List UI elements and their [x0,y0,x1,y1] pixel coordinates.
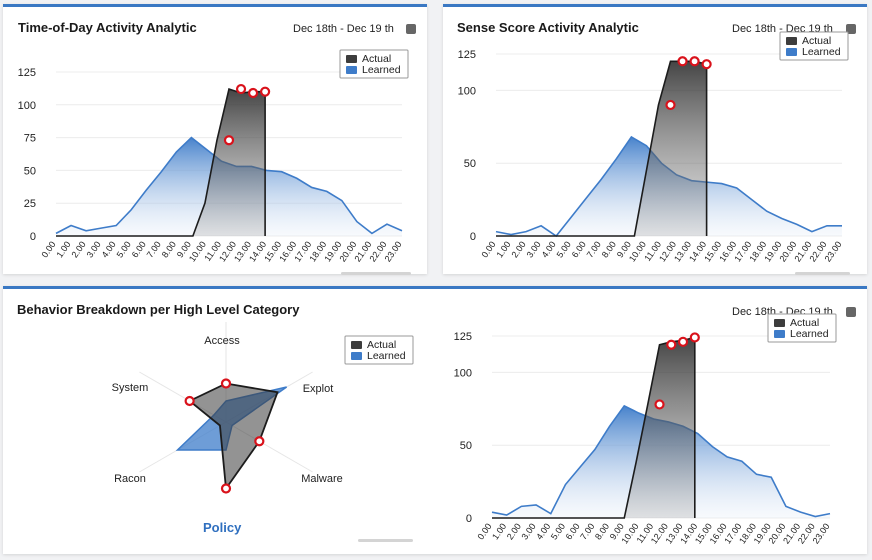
y-tick-label: 50 [460,440,472,452]
x-tick-label: 4.00 [534,521,552,541]
y-tick-label: 100 [454,367,472,379]
actual-area [622,61,707,236]
legend-label-learned: Learned [362,64,401,76]
y-tick-label: 25 [24,198,36,210]
date-range: Dec 18th - Dec 19 th [293,23,394,35]
actual-line [56,88,266,237]
panel-title: Time-of-Day Activity Analytic [18,20,197,35]
legend-swatch-learned [351,352,362,360]
x-tick-label: 1.00 [490,521,508,541]
x-tick-label: 5.00 [549,521,567,541]
legend-swatch-actual [774,319,785,327]
actual-marker [677,56,688,67]
y-tick-label: 125 [454,331,472,343]
actual-area [612,337,695,518]
menu-square-icon[interactable] [846,307,856,317]
x-tick-label: 3.00 [519,521,537,541]
legend-swatch-learned [786,48,797,56]
radar-actual-marker [220,483,232,494]
actual-area [180,89,266,236]
y-tick-label: 100 [458,85,476,97]
legend-label-actual: Actual [790,317,819,329]
radar-axis-label-system: System [112,382,149,394]
resize-handle[interactable] [795,272,850,275]
radar-axis-label-policy: Policy [203,520,242,535]
actual-marker [666,339,677,350]
y-tick-label: 75 [24,133,36,145]
radar-actual-marker [184,395,195,407]
y-tick-label: 125 [18,67,36,79]
actual-marker [235,83,247,95]
radar-actual-marker [220,378,232,389]
legend-swatch-actual [346,55,357,63]
legend-label-actual: Actual [362,53,391,65]
actual-marker [260,86,271,97]
x-tick-label: 7.00 [578,521,596,541]
legend-label-learned: Learned [802,46,841,58]
x-tick-label: 2.00 [505,521,523,541]
actual-marker [223,135,235,146]
panel-title: Behavior Breakdown per High Level Catego… [17,302,300,317]
actual-marker [677,336,689,347]
x-tick-label: 8.00 [593,521,611,541]
menu-square-icon[interactable] [846,24,856,34]
actual-marker [689,56,700,67]
resize-handle[interactable] [341,272,411,275]
legend-label-actual: Actual [802,35,831,47]
legend-swatch-learned [346,66,357,74]
actual-line [496,60,708,237]
radar-axis-label-explot: Explot [303,383,334,395]
x-tick-label: 6.00 [564,521,582,541]
legend-label-learned: Learned [790,328,829,340]
actual-marker [701,59,712,70]
radar-axis-label-racon: Racon [114,473,146,485]
actual-marker [247,87,259,99]
y-tick-label: 50 [24,165,36,177]
panel-title: Sense Score Activity Analytic [457,20,639,35]
legend-swatch-actual [351,341,362,349]
y-tick-label: 125 [458,49,476,61]
radar-axis-label-malware: Malware [301,473,343,485]
y-tick-label: 0 [470,231,476,243]
x-tick-label: 0.00 [475,521,493,541]
resize-handle[interactable] [358,539,413,542]
legend-swatch-actual [786,37,797,45]
y-tick-label: 0 [466,513,472,525]
y-tick-label: 100 [18,100,36,112]
actual-marker [665,99,676,111]
radar-actual-marker [254,436,265,447]
legend-label-actual: Actual [367,339,396,351]
actual-line [492,336,696,519]
actual-marker [654,399,665,410]
legend-label-learned: Learned [367,350,406,362]
legend-swatch-learned [774,330,785,338]
y-tick-label: 0 [30,231,36,243]
menu-square-icon[interactable] [406,24,416,34]
actual-marker [689,332,700,343]
y-tick-label: 50 [464,158,476,170]
radar-axis-label-access: Access [204,335,240,347]
